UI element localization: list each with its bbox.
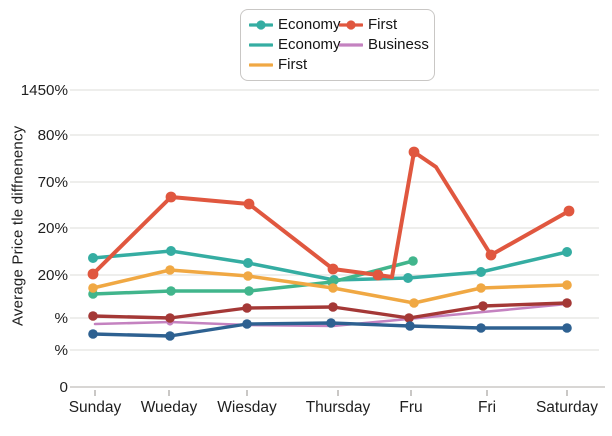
y-tick-label: 20% (38, 267, 68, 284)
data-point (403, 273, 413, 283)
legend-marker-icon (249, 42, 273, 47)
data-point (485, 249, 497, 261)
series-line (91, 150, 571, 279)
legend-item-first[interactable]: First (249, 56, 337, 73)
data-point (326, 318, 336, 328)
legend-item-economy[interactable]: Economy (249, 16, 341, 33)
legend-marker-icon (339, 19, 363, 30)
data-point (328, 283, 338, 293)
x-tick-label: Fru (399, 399, 422, 416)
data-point (243, 258, 253, 268)
data-point (562, 323, 572, 333)
x-tick-label: Sunday (69, 399, 122, 416)
legend-marker-icon (249, 62, 273, 67)
data-point (476, 283, 486, 293)
legend-item-label: Economy (278, 36, 341, 53)
data-point (409, 298, 419, 308)
data-point (476, 323, 486, 333)
data-point (243, 198, 255, 210)
data-point (243, 271, 253, 281)
legend-item-label: First (368, 16, 398, 33)
legend-item-economy[interactable]: Economy (249, 36, 341, 53)
y-tick-label: % (54, 342, 68, 359)
data-point (166, 286, 176, 296)
data-point (165, 331, 175, 341)
x-tick-label: Saturday (536, 399, 598, 416)
y-tick-label: 1450% (21, 82, 68, 99)
y-tick-label: 70% (38, 174, 68, 191)
data-point (562, 280, 572, 290)
x-tick-label: Thursday (306, 399, 371, 416)
series-unlabeled-green (88, 256, 418, 299)
data-point (165, 265, 175, 275)
legend-item-label: Economy (278, 16, 341, 33)
y-tick-label: 0 (60, 379, 68, 396)
x-tick-label: Wueday (141, 399, 198, 416)
data-point (88, 283, 98, 293)
legend-item-label: Business (368, 36, 429, 53)
data-point (562, 247, 572, 257)
legend-marker-icon (249, 19, 273, 30)
data-point (476, 267, 486, 277)
legend-item-first[interactable]: First (339, 16, 429, 33)
data-point (88, 311, 98, 321)
data-point (478, 301, 488, 311)
legend-marker-icon (339, 42, 363, 47)
data-point (408, 146, 420, 158)
series-unlabeled-maroon (88, 298, 572, 323)
data-point (166, 246, 176, 256)
legend-item-label: First (278, 56, 308, 73)
data-point (562, 298, 572, 308)
data-point (242, 303, 252, 313)
data-point (404, 313, 414, 323)
data-point (87, 268, 99, 280)
data-point (408, 256, 418, 266)
data-point (165, 313, 175, 323)
data-point (88, 253, 98, 263)
y-tick-label: % (54, 310, 68, 327)
y-tick-label: 20% (38, 220, 68, 237)
legend: Economy First Economy Business First (240, 9, 435, 81)
x-tick-label: Wiesday (217, 399, 277, 416)
data-point (327, 263, 339, 275)
data-point (88, 329, 98, 339)
data-point (405, 321, 415, 331)
series-first-yellow (88, 265, 572, 308)
x-tick-label: Fri (478, 399, 496, 416)
y-tick-label: 80% (38, 127, 68, 144)
data-point (244, 286, 254, 296)
legend-dot-icon (346, 19, 356, 30)
series-first-orange (87, 146, 575, 281)
legend-dot-icon (256, 19, 266, 30)
legend-item-business[interactable]: Business (339, 36, 429, 53)
data-point (242, 319, 252, 329)
data-point (563, 205, 575, 217)
data-point (372, 269, 384, 281)
data-point (165, 191, 177, 203)
data-point (328, 302, 338, 312)
series-unlabeled-blue (88, 318, 572, 341)
